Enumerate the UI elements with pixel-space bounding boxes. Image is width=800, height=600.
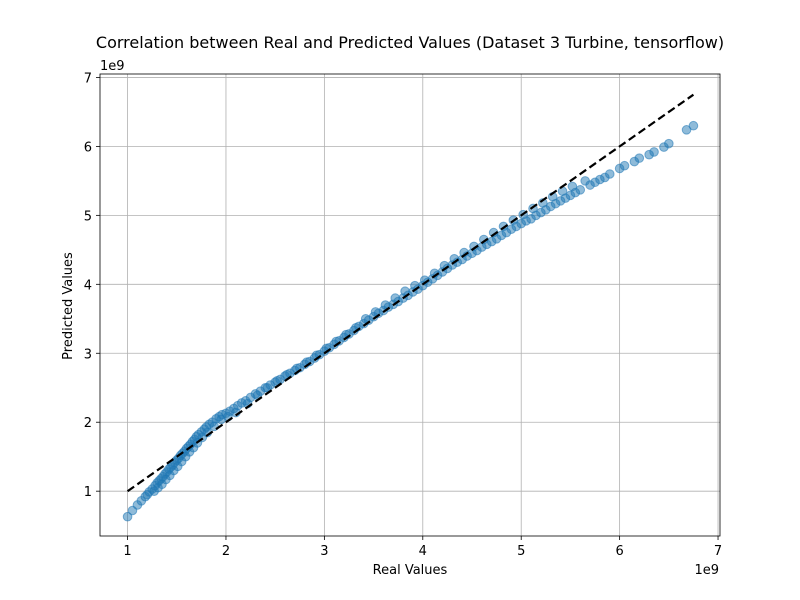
data-point-0-127 [688,120,699,131]
y-tick-label-6: 7 [84,71,92,86]
x-tick-label-3: 4 [419,544,427,559]
chart-title: Correlation between Real and Predicted V… [96,33,724,52]
data-point-0-179 [567,181,578,192]
data-point-0-119 [619,160,630,171]
plot-frame [99,73,721,537]
x-tick-label-1: 2 [222,544,230,559]
x-tick-label-6: 7 [714,544,722,559]
y-tick-label-4: 5 [84,209,92,224]
y-tick-label-1: 2 [84,416,92,431]
x-tick-label-2: 3 [320,544,328,559]
x-tick-label-5: 6 [615,544,623,559]
data-point-0-178 [557,186,568,197]
data-point-0-117 [604,169,615,179]
y-axis-ticks: 1 2 3 4 5 6 7 [84,71,100,500]
reference-line [126,93,695,493]
x-axis-offset-text: 1e9 [694,563,719,578]
data-point-0-126 [681,125,692,135]
y-tick-label-3: 4 [84,278,92,293]
x-tick-label-0: 1 [123,544,131,559]
data-points [122,120,699,522]
x-axis-ticks: 1 2 3 4 5 6 7 [123,536,722,559]
data-point-0-121 [634,153,645,163]
data-point-0-123 [649,147,659,157]
x-tick-label-4: 5 [517,544,525,559]
y-tick-label-0: 1 [84,485,92,500]
y-axis-offset-text: 1e9 [100,59,125,74]
data-point-0-180 [580,176,590,186]
x-axis-label: Real Values [373,563,448,578]
grid-lines [100,74,720,536]
reference-line-layer [126,93,695,493]
y-tick-label-2: 3 [84,347,92,362]
y-tick-label-5: 6 [84,140,92,155]
data-point-0-0 [122,511,133,522]
data-point-0-125 [664,138,674,149]
y-axis-label: Predicted Values [61,252,76,360]
data-point-0-112 [575,185,586,195]
